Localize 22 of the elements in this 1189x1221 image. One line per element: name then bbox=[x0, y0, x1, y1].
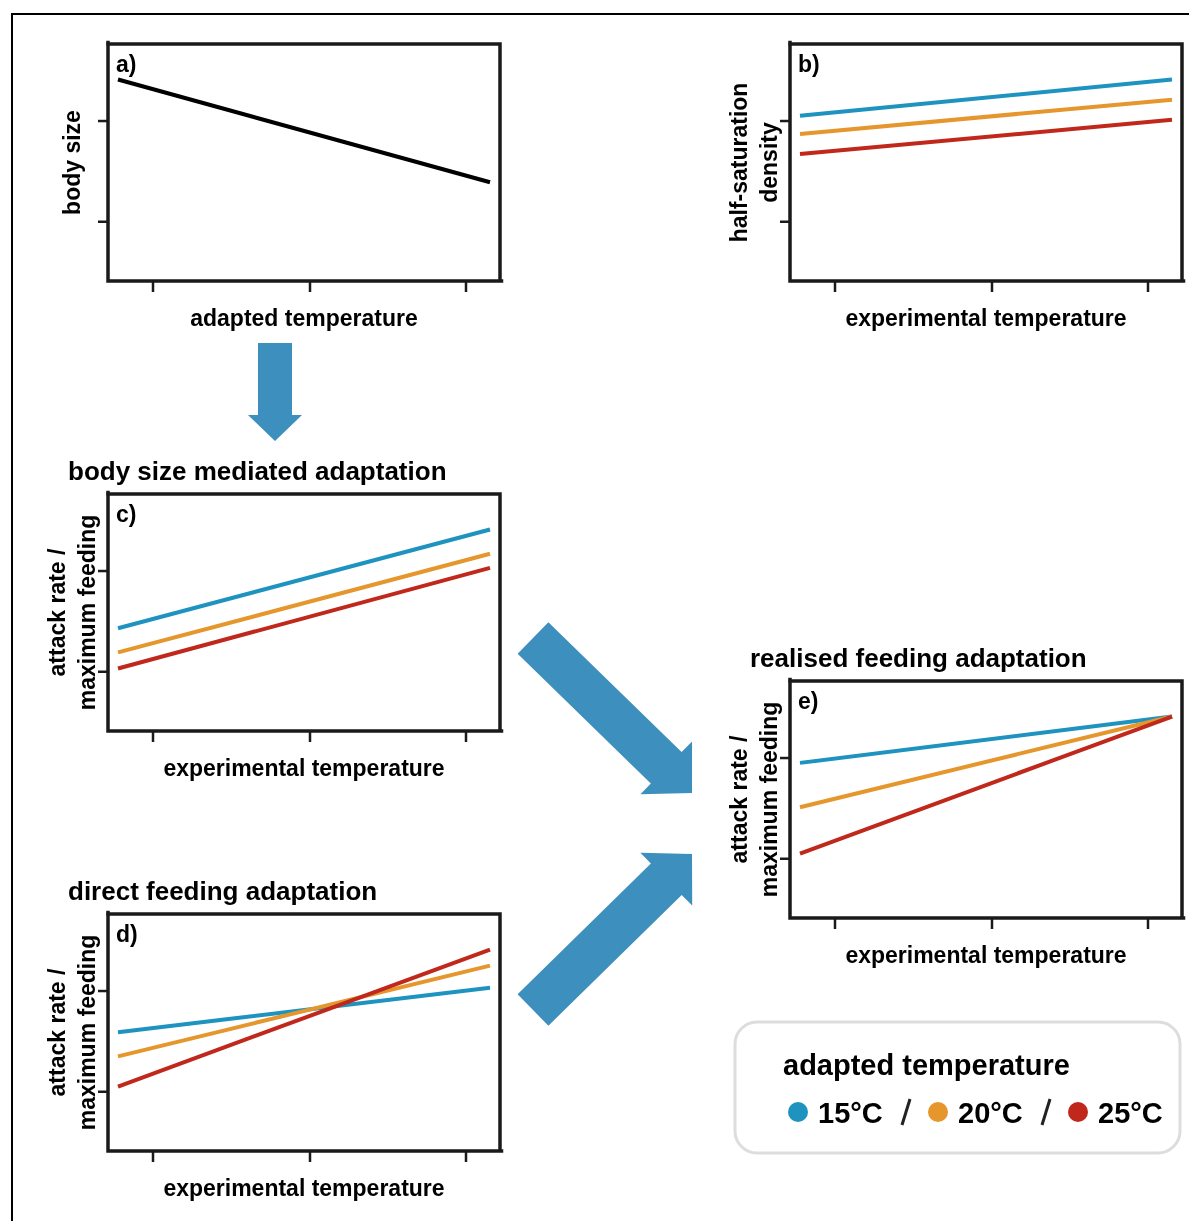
chart-title: direct feeding adaptation bbox=[68, 876, 378, 906]
x-axis-title: experimental temperature bbox=[845, 305, 1127, 331]
legend-label: 20°C bbox=[958, 1097, 1023, 1129]
legend-label: 15°C bbox=[818, 1097, 883, 1129]
chart-title: realised feeding adaptation bbox=[750, 643, 1087, 673]
y-axis-title: half-saturation density bbox=[726, 82, 782, 243]
text: a) bbox=[116, 51, 137, 77]
y-axis-title: attack rate / maximum feeding bbox=[44, 514, 100, 711]
x-axis-title: experimental temperature bbox=[845, 942, 1127, 968]
x-axis-title: experimental temperature bbox=[163, 1175, 445, 1201]
text: c) bbox=[116, 501, 137, 527]
y-axis-title: body size bbox=[59, 110, 85, 215]
text: b) bbox=[798, 51, 820, 77]
text: d) bbox=[116, 921, 138, 947]
y-axis-title: attack rate / maximum feeding bbox=[44, 934, 100, 1131]
x-axis-title: experimental temperature bbox=[163, 755, 445, 781]
x-axis-title: adapted temperature bbox=[190, 305, 418, 331]
legend-label: 25°C bbox=[1098, 1097, 1163, 1129]
y-axis-title: attack rate / maximum feeding bbox=[726, 701, 782, 898]
text: e) bbox=[798, 688, 819, 714]
legend-title: adapted temperature bbox=[783, 1049, 1070, 1081]
chart-title: body size mediated adaptation bbox=[68, 456, 447, 486]
